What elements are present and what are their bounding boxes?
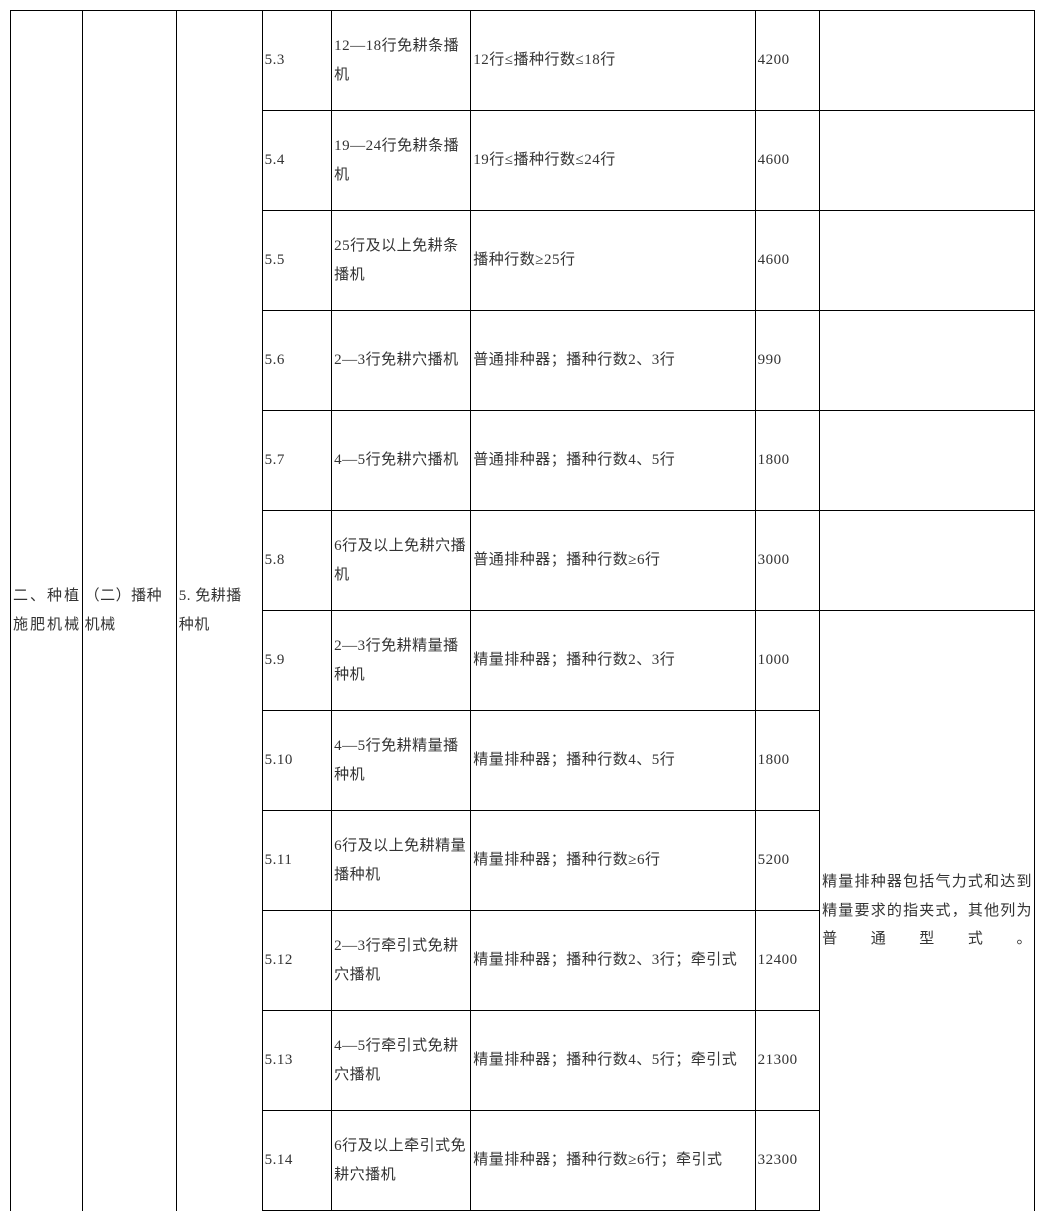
category-cell: 二、种植施肥机械 <box>11 11 83 1211</box>
item-group-cell: 5. 免耕播 种机 <box>176 11 262 1211</box>
specification: 播种行数≥25行 <box>471 211 755 311</box>
machine-name: 25行及以上免耕条播机 <box>332 211 471 311</box>
machine-name: 2—3行牵引式免耕穴播机 <box>332 911 471 1011</box>
subsidy-value: 4600 <box>755 211 819 311</box>
row-number: 5.5 <box>262 211 332 311</box>
subsidy-value: 3000 <box>755 511 819 611</box>
note-cell-empty <box>820 511 1035 611</box>
specification: 精量排种器；播种行数≥6行 <box>471 811 755 911</box>
row-number: 5.10 <box>262 711 332 811</box>
machine-name: 2—3行免耕穴播机 <box>332 311 471 411</box>
subsidy-value: 1000 <box>755 611 819 711</box>
row-number: 5.8 <box>262 511 332 611</box>
subsidy-value: 21300 <box>755 1011 819 1111</box>
machine-name: 2—3行免耕精量播种机 <box>332 611 471 711</box>
row-number: 5.14 <box>262 1111 332 1211</box>
subsidy-value: 5200 <box>755 811 819 911</box>
subsidy-value: 990 <box>755 311 819 411</box>
row-number: 5.9 <box>262 611 332 711</box>
specification: 精量排种器；播种行数2、3行 <box>471 611 755 711</box>
row-number: 5.7 <box>262 411 332 511</box>
subsidy-value: 4600 <box>755 111 819 211</box>
machine-name: 4—5行牵引式免耕穴播机 <box>332 1011 471 1111</box>
subsidy-value: 12400 <box>755 911 819 1011</box>
machine-name: 6行及以上牵引式免耕穴播机 <box>332 1111 471 1211</box>
specification: 精量排种器；播种行数4、5行；牵引式 <box>471 1011 755 1111</box>
machine-name: 4—5行免耕穴播机 <box>332 411 471 511</box>
note-cell-empty <box>820 311 1035 411</box>
table-row: 二、种植施肥机械（二）播种机械5. 免耕播 种机5.312—18行免耕条播机12… <box>11 11 1035 111</box>
row-number: 5.6 <box>262 311 332 411</box>
note-cell-empty <box>820 211 1035 311</box>
row-number: 5.13 <box>262 1011 332 1111</box>
subsidy-table: 二、种植施肥机械（二）播种机械5. 免耕播 种机5.312—18行免耕条播机12… <box>10 10 1035 1211</box>
subsidy-value: 1800 <box>755 411 819 511</box>
specification: 精量排种器；播种行数≥6行；牵引式 <box>471 1111 755 1211</box>
row-number: 5.12 <box>262 911 332 1011</box>
subcategory-cell: （二）播种机械 <box>82 11 176 1211</box>
specification: 12行≤播种行数≤18行 <box>471 11 755 111</box>
machine-name: 19—24行免耕条播机 <box>332 111 471 211</box>
note-cell-empty <box>820 411 1035 511</box>
row-number: 5.11 <box>262 811 332 911</box>
specification: 精量排种器；播种行数4、5行 <box>471 711 755 811</box>
subsidy-value: 4200 <box>755 11 819 111</box>
specification: 普通排种器；播种行数4、5行 <box>471 411 755 511</box>
machine-name: 4—5行免耕精量播种机 <box>332 711 471 811</box>
note-cell-empty <box>820 11 1035 111</box>
note-cell: 精量排种器包括气力式和达到精量要求的指夹式，其他列为普通型式。 <box>820 611 1035 1211</box>
specification: 19行≤播种行数≤24行 <box>471 111 755 211</box>
subsidy-value: 32300 <box>755 1111 819 1211</box>
machine-name: 12—18行免耕条播机 <box>332 11 471 111</box>
row-number: 5.3 <box>262 11 332 111</box>
specification: 普通排种器；播种行数2、3行 <box>471 311 755 411</box>
row-number: 5.4 <box>262 111 332 211</box>
machine-name: 6行及以上免耕穴播机 <box>332 511 471 611</box>
specification: 普通排种器；播种行数≥6行 <box>471 511 755 611</box>
subsidy-value: 1800 <box>755 711 819 811</box>
note-cell-empty <box>820 111 1035 211</box>
machine-name: 6行及以上免耕精量播种机 <box>332 811 471 911</box>
specification: 精量排种器；播种行数2、3行；牵引式 <box>471 911 755 1011</box>
